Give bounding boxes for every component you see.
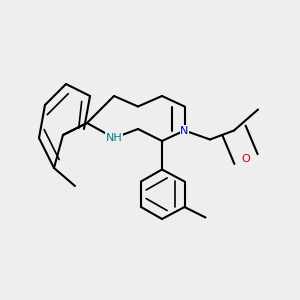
Text: NH: NH [106, 133, 122, 143]
Text: O: O [242, 154, 250, 164]
Text: N: N [180, 125, 189, 136]
Text: O: O [242, 154, 250, 164]
